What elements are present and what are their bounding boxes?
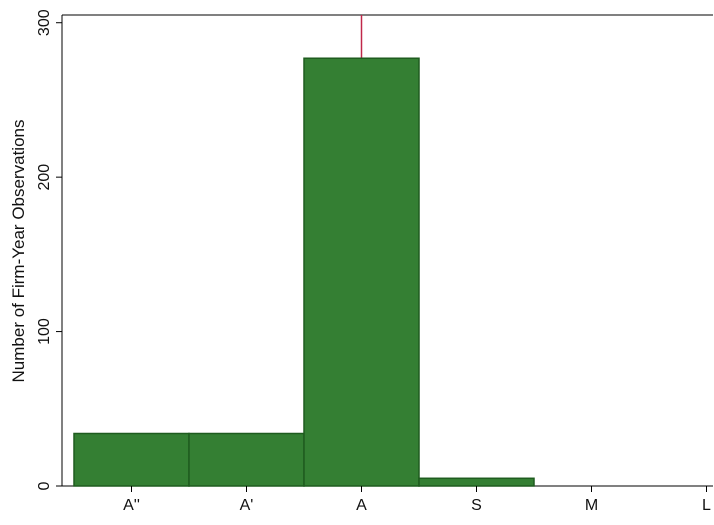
x-tick-label-2: A' [240,497,254,514]
y-tick-label-200: 200 [36,164,53,191]
x-axis: A'' A' A S M L [123,486,711,514]
bar-2 [188,432,305,487]
y-tick-label-300: 300 [36,9,53,36]
y-tick-label-100: 100 [36,318,53,345]
y-tick-label-0: 0 [36,481,53,490]
bar-1 [73,432,190,487]
bar-4 [418,477,535,487]
x-tick-label-3: A [356,497,367,514]
x-tick-label-1: A'' [123,497,140,514]
bar-3 [303,57,420,487]
y-axis: 0 100 200 300 [36,9,62,490]
x-tick-label-6: L [702,497,711,514]
bars-layer [73,57,535,487]
y-axis-label: Number of Firm-Year Observations [9,120,28,383]
x-tick-label-4: S [471,497,482,514]
x-tick-label-5: M [585,497,598,514]
